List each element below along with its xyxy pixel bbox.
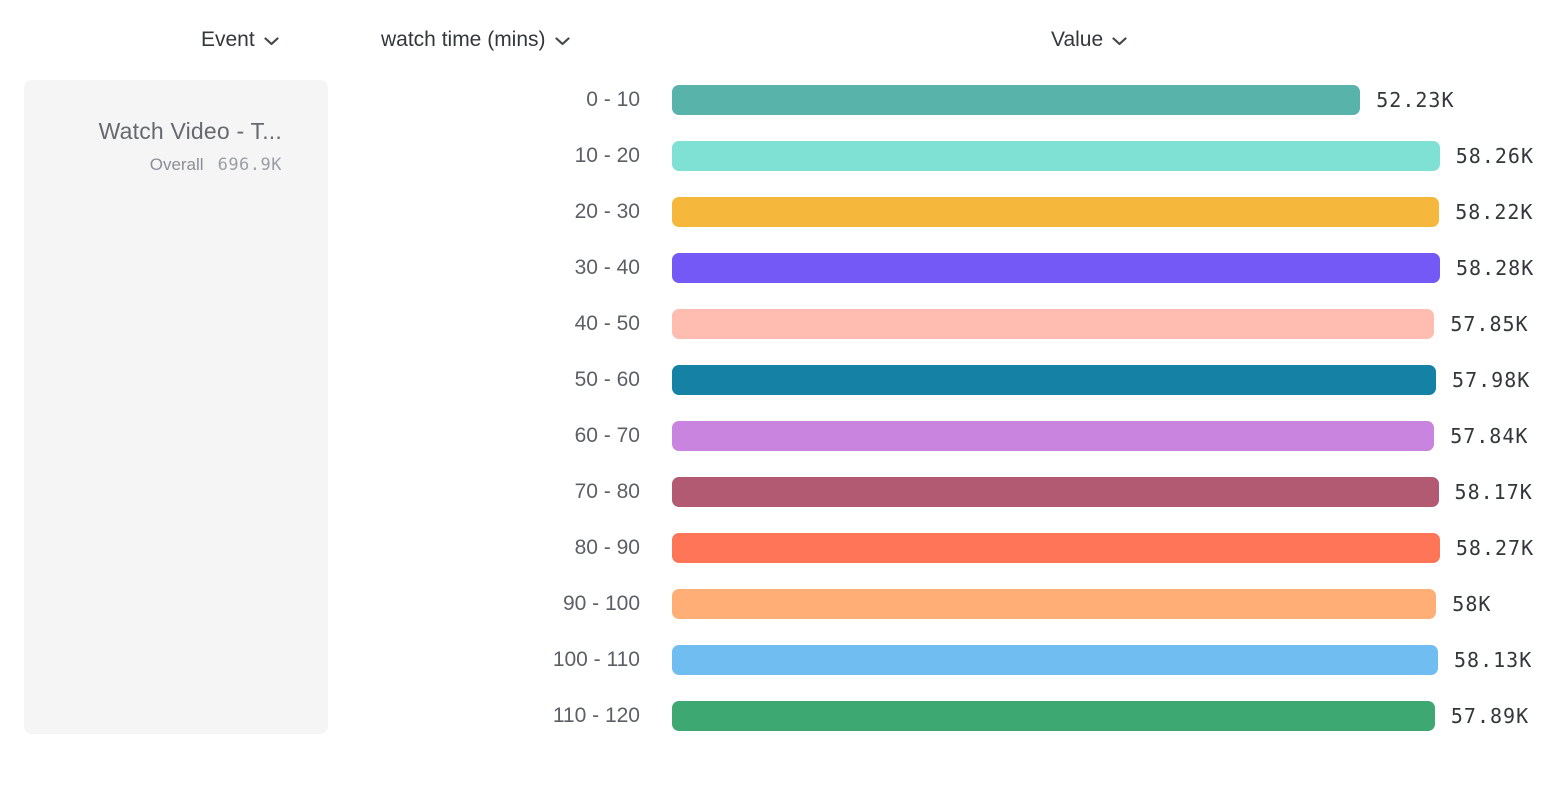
bar-row: 110 - 120 57.89K xyxy=(0,688,1568,744)
bucket-label: 60 - 70 xyxy=(574,424,640,447)
bucket-label: 70 - 80 xyxy=(574,480,640,503)
bucket-label: 50 - 60 xyxy=(574,368,640,391)
bar[interactable] xyxy=(672,589,1437,619)
bucket-label: 10 - 20 xyxy=(574,144,640,167)
bar-value-label: 52.23K xyxy=(1376,88,1455,112)
bucket-label: 90 - 100 xyxy=(562,592,640,615)
column-header-event-label: Event xyxy=(201,28,255,51)
overall-value: 696.9K xyxy=(217,154,282,175)
bar-row: 20 - 30 58.22K xyxy=(0,184,1568,240)
bar[interactable] xyxy=(672,309,1435,339)
bar-value-label: 58.17K xyxy=(1454,480,1533,504)
chevron-down-icon xyxy=(264,37,279,46)
bar-value-label: 57.85K xyxy=(1450,312,1529,336)
bucket-label: 0 - 10 xyxy=(586,88,640,111)
bar-row: 50 - 60 57.98K xyxy=(0,352,1568,408)
bar-row: 100 - 110 58.13K xyxy=(0,632,1568,688)
overall-label: Overall xyxy=(149,154,204,174)
bucket-label: 30 - 40 xyxy=(574,256,640,279)
event-title: Watch Video - T... xyxy=(98,118,282,144)
bar[interactable] xyxy=(672,701,1435,731)
bar[interactable] xyxy=(672,141,1440,171)
chevron-down-icon xyxy=(1112,37,1127,46)
bar-value-label: 58K xyxy=(1452,592,1492,616)
bar[interactable] xyxy=(672,421,1435,451)
event-card[interactable]: Watch Video - T... Overall 696.9K xyxy=(24,80,328,734)
bar-row: 0 - 10 52.23K xyxy=(0,72,1568,128)
bar-row: 10 - 20 58.26K xyxy=(0,128,1568,184)
column-header-watch-time[interactable]: watch time (mins) xyxy=(381,28,570,52)
column-header-watch-time-label: watch time (mins) xyxy=(381,28,546,51)
bar-value-label: 57.98K xyxy=(1452,368,1531,392)
bar-row: 30 - 40 58.28K xyxy=(0,240,1568,296)
bar[interactable] xyxy=(672,365,1437,395)
bar-row: 90 - 100 58K xyxy=(0,576,1568,632)
bar-value-label: 58.13K xyxy=(1454,648,1533,672)
bar-rows: 0 - 10 52.23K 10 - 20 58.26K 20 - 30 58.… xyxy=(0,72,1568,744)
bucket-label: 20 - 30 xyxy=(574,200,640,223)
bar[interactable] xyxy=(672,533,1440,563)
bar-value-label: 58.22K xyxy=(1455,200,1534,224)
bar[interactable] xyxy=(672,477,1439,507)
column-header-value[interactable]: Value xyxy=(1051,28,1127,52)
bucket-label: 80 - 90 xyxy=(574,536,640,559)
column-header-value-label: Value xyxy=(1051,28,1104,51)
bucket-label: 110 - 120 xyxy=(552,704,640,727)
bucket-label: 40 - 50 xyxy=(574,312,640,335)
column-header-event[interactable]: Event xyxy=(201,28,279,52)
bar-row: 40 - 50 57.85K xyxy=(0,296,1568,352)
bar-value-label: 57.89K xyxy=(1450,704,1530,728)
bar-row: 60 - 70 57.84K xyxy=(0,408,1568,464)
bar-row: 80 - 90 58.27K xyxy=(0,520,1568,576)
bucket-label: 100 - 110 xyxy=(552,648,640,671)
event-overall-row: Overall 696.9K xyxy=(40,155,282,175)
bar[interactable] xyxy=(672,253,1440,283)
bar-value-label: 58.28K xyxy=(1456,256,1535,280)
bar-value-label: 57.84K xyxy=(1450,424,1529,448)
bar-row: 70 - 80 58.17K xyxy=(0,464,1568,520)
bar-value-label: 58.26K xyxy=(1455,144,1534,168)
bar[interactable] xyxy=(672,645,1439,675)
bar[interactable] xyxy=(672,85,1361,115)
bar-value-label: 58.27K xyxy=(1455,536,1535,560)
chevron-down-icon xyxy=(554,37,570,46)
bar[interactable] xyxy=(672,197,1440,227)
